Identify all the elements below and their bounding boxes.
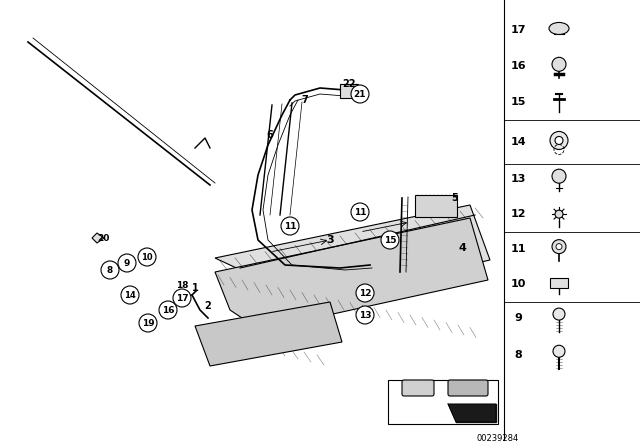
Text: 14: 14	[510, 138, 526, 147]
Text: 7: 7	[301, 95, 308, 105]
Text: 10: 10	[141, 253, 153, 262]
Circle shape	[139, 314, 157, 332]
Circle shape	[138, 248, 156, 266]
Circle shape	[118, 254, 136, 272]
Circle shape	[173, 289, 191, 307]
Polygon shape	[92, 233, 104, 243]
Text: 15: 15	[384, 236, 396, 245]
Circle shape	[381, 231, 399, 249]
Polygon shape	[215, 205, 490, 310]
Text: 21: 21	[389, 382, 403, 392]
Circle shape	[552, 169, 566, 183]
Polygon shape	[215, 218, 488, 330]
Polygon shape	[448, 404, 496, 422]
Text: 9: 9	[514, 313, 522, 323]
Text: 5: 5	[452, 193, 458, 203]
Text: 12: 12	[510, 209, 525, 219]
Text: 13: 13	[510, 174, 525, 184]
Text: 19: 19	[435, 382, 449, 392]
Circle shape	[552, 57, 566, 71]
Text: 9: 9	[124, 258, 130, 267]
Text: 14: 14	[124, 290, 136, 300]
Text: 16: 16	[162, 306, 174, 314]
Text: 17: 17	[510, 26, 525, 35]
Text: 8: 8	[514, 350, 522, 360]
Text: 17: 17	[176, 293, 188, 302]
Text: 13: 13	[359, 310, 371, 319]
Text: 2: 2	[205, 301, 211, 311]
Text: 11: 11	[354, 207, 366, 216]
Text: 21: 21	[354, 90, 366, 99]
Circle shape	[553, 345, 565, 357]
Text: 20: 20	[97, 233, 109, 242]
Text: 22: 22	[342, 79, 356, 89]
Ellipse shape	[549, 22, 569, 34]
FancyBboxPatch shape	[448, 380, 488, 396]
Circle shape	[159, 301, 177, 319]
Text: 10: 10	[510, 279, 525, 289]
Bar	[388, 380, 498, 424]
Text: 12: 12	[359, 289, 371, 297]
Text: 1: 1	[191, 283, 198, 293]
FancyBboxPatch shape	[340, 84, 358, 98]
FancyBboxPatch shape	[415, 195, 457, 217]
Circle shape	[351, 85, 369, 103]
Text: 18: 18	[176, 280, 188, 289]
Circle shape	[356, 284, 374, 302]
Text: 16: 16	[510, 61, 526, 71]
FancyBboxPatch shape	[402, 380, 434, 396]
FancyBboxPatch shape	[550, 278, 568, 288]
Text: 11: 11	[510, 244, 525, 254]
Circle shape	[351, 203, 369, 221]
Circle shape	[101, 261, 119, 279]
Text: 4: 4	[458, 243, 466, 253]
Text: 15: 15	[510, 97, 525, 107]
Circle shape	[121, 286, 139, 304]
Text: 8: 8	[107, 266, 113, 275]
Circle shape	[552, 240, 566, 254]
Circle shape	[281, 217, 299, 235]
Text: 3: 3	[326, 235, 334, 245]
Text: 19: 19	[141, 319, 154, 327]
Text: 00239284: 00239284	[477, 434, 519, 443]
Circle shape	[555, 137, 563, 144]
Text: 6: 6	[267, 130, 273, 140]
Text: 11: 11	[284, 221, 296, 231]
Circle shape	[553, 308, 565, 320]
Circle shape	[556, 244, 562, 250]
Circle shape	[555, 210, 563, 218]
Circle shape	[356, 306, 374, 324]
Polygon shape	[195, 302, 342, 366]
Circle shape	[550, 131, 568, 150]
